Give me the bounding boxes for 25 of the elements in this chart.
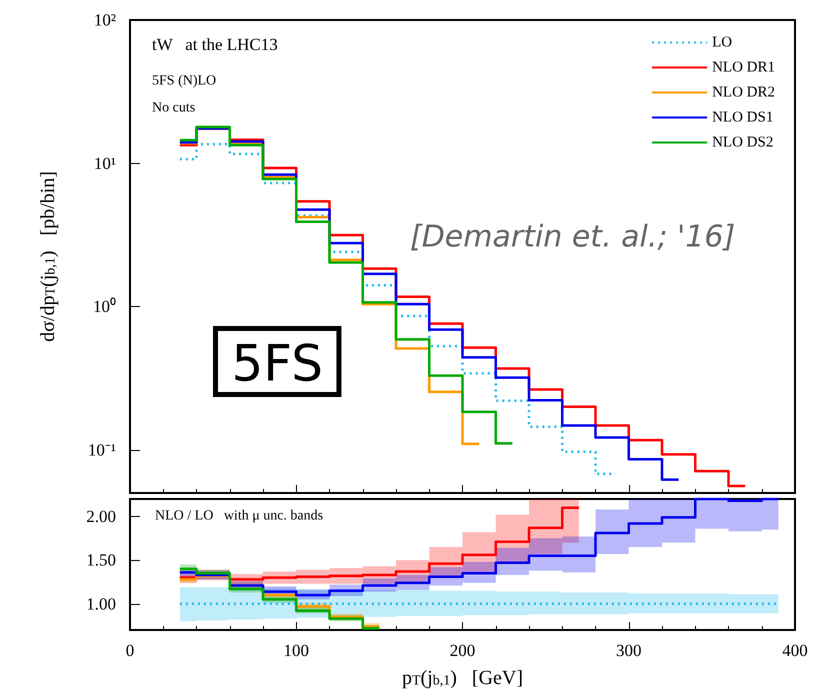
annotation: 5FS (N)LO [152,74,216,88]
y-axis-title: dσ/dpT(jb,1) [pb/bin] [37,171,59,342]
annotation: NLO / LO with μ unc. bands [155,508,324,524]
y-tick-label: 10⁰ [93,297,116,316]
annotation: tW at the LHC13 [152,35,278,54]
y-tick-label: 1.00 [86,594,116,614]
legend-label: NLO DR2 [712,84,776,100]
annotation: 5FS [232,334,323,392]
x-axis-title: pT(jb,1) [GeV] [402,667,524,689]
annotation: No cuts [152,100,196,116]
legend-label: NLO DS1 [712,110,774,126]
x-tick-label: 300 [616,641,642,660]
y-tick-label: 10² [94,10,116,30]
y-tick-label: 2.00 [86,506,116,526]
y-tick-label: 10⁻¹ [88,440,116,460]
annotation: [Demartin et. al.; '16] [410,220,736,254]
x-tick-label: 400 [782,641,808,660]
legend-label: NLO DS2 [712,134,774,150]
x-tick-label: 0 [126,641,134,660]
legend-label: LO [712,34,732,50]
legend-label: NLO DR1 [712,60,776,76]
x-tick-label: 200 [450,641,476,660]
x-tick-label: 100 [284,641,309,660]
y-tick-label: 1.50 [86,550,116,570]
y-tick-label: 10¹ [94,154,116,173]
